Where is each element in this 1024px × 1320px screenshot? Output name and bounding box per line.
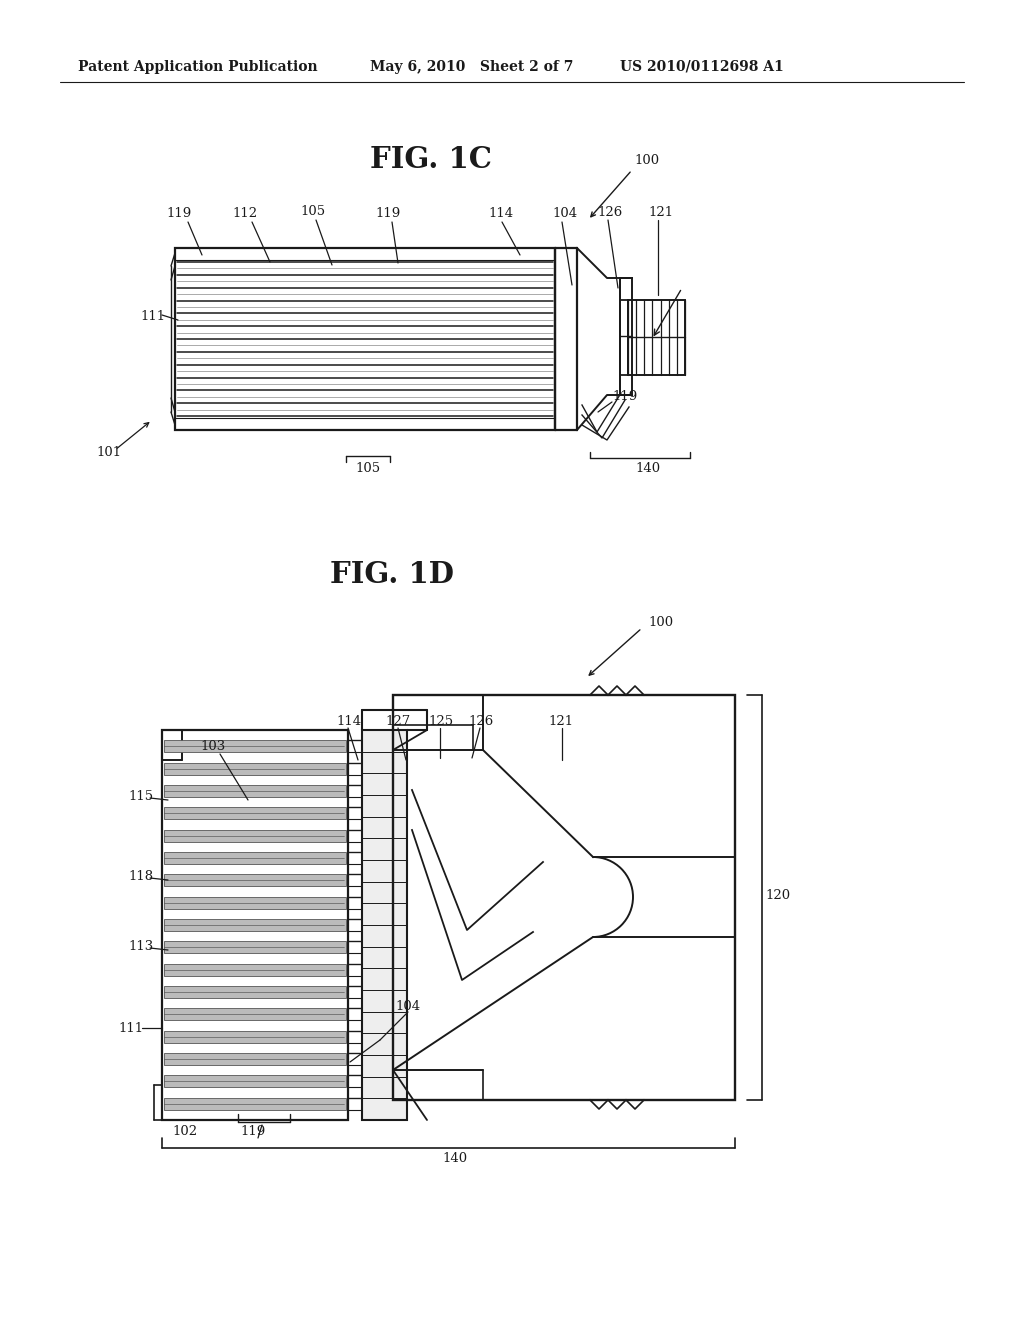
Text: 119: 119 [240, 1125, 265, 1138]
Text: 126: 126 [468, 715, 494, 729]
Bar [164, 763, 346, 775]
Text: 118: 118 [128, 870, 154, 883]
Text: 120: 120 [765, 888, 791, 902]
Text: 114: 114 [488, 207, 513, 220]
Bar [164, 896, 346, 908]
Bar [162, 730, 348, 1119]
Bar [164, 941, 346, 953]
Text: 115: 115 [128, 789, 154, 803]
Text: 104: 104 [395, 1001, 420, 1012]
Text: 119: 119 [375, 207, 400, 220]
Text: 101: 101 [96, 446, 121, 459]
Text: 114: 114 [336, 715, 361, 729]
Bar [164, 1008, 346, 1020]
Bar [393, 696, 735, 1100]
Bar [164, 874, 346, 886]
Bar [164, 808, 346, 820]
Text: FIG. 1D: FIG. 1D [330, 560, 454, 589]
Bar [164, 919, 346, 931]
Text: 140: 140 [442, 1152, 468, 1166]
Bar [620, 279, 632, 395]
Bar [164, 851, 346, 865]
Text: 100: 100 [634, 154, 659, 168]
Text: 121: 121 [548, 715, 573, 729]
Text: 121: 121 [648, 206, 673, 219]
Bar [164, 986, 346, 998]
Text: 119: 119 [166, 207, 191, 220]
Text: 127: 127 [385, 715, 411, 729]
Text: 105: 105 [300, 205, 326, 218]
Bar [175, 248, 555, 430]
Bar [164, 785, 346, 797]
Text: Patent Application Publication: Patent Application Publication [78, 59, 317, 74]
Text: 111: 111 [140, 310, 165, 323]
Text: 140: 140 [635, 462, 660, 475]
Bar [164, 1053, 346, 1065]
Bar [628, 300, 685, 375]
Text: 103: 103 [200, 741, 225, 752]
Bar [362, 730, 407, 1119]
Bar [164, 830, 346, 842]
Bar [164, 1098, 346, 1110]
Text: 126: 126 [597, 206, 623, 219]
Text: 113: 113 [128, 940, 154, 953]
Text: 100: 100 [648, 616, 673, 630]
Bar [164, 1031, 346, 1043]
Text: 111: 111 [118, 1022, 143, 1035]
Text: 119: 119 [612, 389, 637, 403]
Text: 105: 105 [355, 462, 381, 475]
Text: FIG. 1C: FIG. 1C [370, 145, 492, 174]
Bar [620, 300, 628, 375]
Text: 104: 104 [552, 207, 578, 220]
Text: 125: 125 [428, 715, 454, 729]
Bar [164, 1076, 346, 1088]
Text: US 2010/0112698 A1: US 2010/0112698 A1 [620, 59, 783, 74]
Text: May 6, 2010   Sheet 2 of 7: May 6, 2010 Sheet 2 of 7 [370, 59, 573, 74]
Bar [164, 964, 346, 975]
Text: 112: 112 [232, 207, 257, 220]
Text: 102: 102 [172, 1125, 198, 1138]
Bar [164, 741, 346, 752]
